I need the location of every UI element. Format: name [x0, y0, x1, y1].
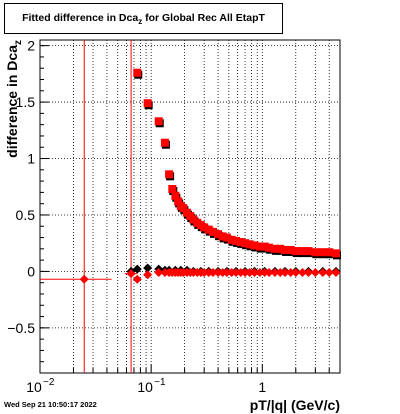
data-point-diamond: [213, 268, 223, 278]
chart-title: Fitted difference in Dcaz for Global Rec…: [22, 12, 265, 26]
data-point-diamond: [199, 268, 209, 278]
data-point-square: [318, 248, 327, 257]
y-tick-label: −0.5: [7, 320, 35, 336]
data-point-square: [218, 232, 227, 241]
data-point-diamond: [264, 268, 274, 278]
data-point-square: [291, 247, 300, 256]
data-point-diamond: [249, 268, 259, 278]
data-point-diamond: [298, 268, 308, 278]
data-point-square: [280, 245, 289, 254]
chart-title-prefix: Fitted difference in Dca: [22, 11, 139, 24]
data-point-diamond: [231, 268, 241, 278]
data-point-square: [174, 197, 183, 206]
data-point-square: [179, 204, 188, 213]
data-point-square: [214, 230, 223, 239]
y-tick-label: 1.5: [16, 94, 36, 110]
data-point-diamond: [154, 268, 164, 278]
data-point-square: [270, 244, 279, 253]
data-point-square: [165, 170, 174, 179]
data-point-square: [236, 238, 245, 247]
data-point-square: [232, 236, 241, 245]
data-point-square: [265, 243, 274, 252]
data-point-square: [168, 185, 177, 194]
data-point-square: [143, 99, 152, 108]
data-point-diamond: [291, 268, 301, 278]
data-point-diamond: [79, 274, 89, 284]
data-point-diamond: [132, 264, 142, 274]
data-point-square: [133, 68, 142, 77]
data-point-square: [331, 249, 340, 258]
data-point-diamond: [132, 274, 142, 284]
data-point-diamond: [255, 268, 265, 278]
data-point-square: [227, 235, 236, 244]
plot-frame: [39, 39, 341, 374]
data-point-square: [154, 117, 163, 126]
data-point-square: [200, 223, 209, 232]
y-axis-label: difference in Dcaz: [4, 40, 24, 158]
data-point-square: [250, 241, 259, 250]
data-point-square: [260, 242, 269, 251]
data-point-square: [255, 242, 264, 251]
data-point-square: [286, 245, 295, 254]
y-tick-label: 1: [27, 151, 35, 167]
data-point-square: [245, 240, 254, 249]
x-tick-label: 1: [258, 379, 266, 395]
x-tick-label: 10: [137, 379, 153, 395]
x-axis-label: pT/|q| (GeV/c): [250, 397, 340, 413]
y-tick-label: 0.5: [16, 207, 36, 223]
data-point-diamond: [270, 268, 280, 278]
data-point-diamond: [318, 268, 328, 278]
data-point-square: [276, 244, 285, 253]
data-point-diamond: [245, 268, 255, 278]
data-point-diamond: [303, 268, 313, 278]
data-point-diamond: [208, 268, 218, 278]
data-point-diamond: [240, 268, 250, 278]
x-tick-label: 10: [26, 379, 42, 395]
chart-title-suffix: for Global Rec All EtapT: [142, 11, 265, 24]
data-point-diamond: [126, 269, 136, 279]
data-point-square: [304, 247, 313, 256]
data-point-diamond: [324, 268, 334, 278]
data-point-square: [171, 191, 180, 200]
data-point-square: [298, 247, 307, 256]
x-tick-exponent: −2: [43, 377, 55, 388]
data-point-diamond: [275, 268, 285, 278]
y-tick-label: 0: [27, 263, 35, 279]
data-point-square: [241, 239, 250, 248]
data-point-diamond: [331, 268, 341, 278]
data-point-square: [208, 227, 217, 236]
data-point-diamond: [143, 263, 153, 273]
chart-title-box: Fitted difference in Dcaz for Global Rec…: [4, 3, 283, 34]
chart-title-subscript: z: [138, 16, 143, 26]
data-point-diamond: [222, 268, 232, 278]
timestamp: Wed Sep 21 10:50:17 2022: [4, 400, 97, 409]
data-point-square: [311, 248, 320, 257]
data-point-square: [160, 138, 169, 147]
data-point-square: [325, 248, 334, 257]
data-point-square: [222, 233, 231, 242]
x-tick-exponent: −1: [154, 377, 166, 388]
data-point-diamond: [280, 268, 290, 278]
data-point-diamond: [286, 268, 296, 278]
data-point-square: [204, 225, 213, 234]
data-point-diamond: [310, 268, 320, 278]
y-tick-label: 2: [27, 38, 35, 54]
data-point-diamond: [143, 270, 153, 280]
